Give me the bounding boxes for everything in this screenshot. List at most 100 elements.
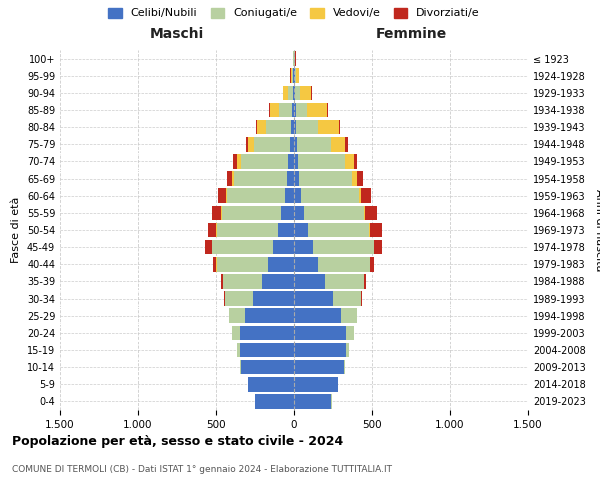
Bar <box>294 308 341 323</box>
Bar <box>232 326 240 340</box>
Bar <box>240 360 241 374</box>
Bar <box>273 240 294 254</box>
Bar <box>293 68 294 83</box>
Bar <box>292 68 293 83</box>
Bar <box>294 394 331 408</box>
Bar <box>294 120 296 134</box>
Bar <box>294 222 308 238</box>
Y-axis label: Fasce di età: Fasce di età <box>11 197 21 263</box>
Bar <box>292 102 294 118</box>
Bar <box>266 120 290 134</box>
Bar <box>205 240 212 254</box>
Bar <box>287 172 294 186</box>
Bar <box>307 102 327 118</box>
Bar <box>338 120 340 134</box>
Bar <box>296 120 319 134</box>
Bar <box>240 326 294 340</box>
Bar <box>227 188 285 203</box>
Bar <box>290 137 294 152</box>
Bar <box>295 86 300 100</box>
Bar <box>296 102 307 118</box>
Bar <box>240 342 294 357</box>
Bar <box>279 102 292 118</box>
Bar <box>241 154 288 168</box>
Bar <box>294 342 346 357</box>
Bar <box>294 102 296 118</box>
Bar <box>235 172 287 186</box>
Bar <box>278 222 294 238</box>
Bar <box>308 222 369 238</box>
Bar <box>319 257 370 272</box>
Bar <box>346 326 354 340</box>
Bar <box>295 68 296 83</box>
Bar <box>331 137 346 152</box>
Bar <box>224 292 225 306</box>
Bar <box>241 360 294 374</box>
Bar <box>212 240 273 254</box>
Bar <box>300 86 311 100</box>
Bar <box>212 206 221 220</box>
Bar <box>226 188 227 203</box>
Bar <box>361 188 371 203</box>
Bar <box>294 257 319 272</box>
Bar <box>268 257 294 272</box>
Bar <box>294 206 304 220</box>
Bar <box>269 102 279 118</box>
Bar <box>233 154 236 168</box>
Bar <box>359 188 361 203</box>
Legend: Celibi/Nubili, Coniugati/e, Vedovi/e, Divorziati/e: Celibi/Nubili, Coniugati/e, Vedovi/e, Di… <box>104 3 484 23</box>
Bar <box>294 326 346 340</box>
Bar <box>313 240 374 254</box>
Bar <box>222 206 281 220</box>
Bar <box>364 206 365 220</box>
Bar <box>281 206 294 220</box>
Bar <box>248 137 254 152</box>
Bar <box>319 120 338 134</box>
Bar <box>370 222 382 238</box>
Bar <box>294 86 295 100</box>
Bar <box>223 274 262 288</box>
Bar <box>221 274 223 288</box>
Bar <box>288 86 293 100</box>
Bar <box>257 120 266 134</box>
Bar <box>256 120 257 134</box>
Bar <box>237 342 240 357</box>
Bar <box>294 240 313 254</box>
Bar <box>208 222 216 238</box>
Bar <box>364 274 366 288</box>
Bar <box>255 394 294 408</box>
Bar <box>254 137 290 152</box>
Bar <box>365 206 377 220</box>
Bar <box>227 172 232 186</box>
Bar <box>291 68 292 83</box>
Bar <box>285 188 294 203</box>
Bar <box>262 274 294 288</box>
Bar <box>294 154 298 168</box>
Bar <box>294 68 295 83</box>
Bar <box>353 154 358 168</box>
Text: COMUNE DI TERMOLI (CB) - Dati ISTAT 1° gennaio 2024 - Elaborazione TUTTITALIA.IT: COMUNE DI TERMOLI (CB) - Dati ISTAT 1° g… <box>12 465 392 474</box>
Bar <box>297 137 331 152</box>
Bar <box>299 172 352 186</box>
Bar <box>301 188 359 203</box>
Bar <box>245 308 294 323</box>
Bar <box>214 257 217 272</box>
Bar <box>374 240 382 254</box>
Bar <box>217 257 268 272</box>
Text: Popolazione per età, sesso e stato civile - 2024: Popolazione per età, sesso e stato civil… <box>12 435 343 448</box>
Bar <box>232 172 235 186</box>
Text: Maschi: Maschi <box>150 28 204 42</box>
Bar <box>217 222 278 238</box>
Bar <box>221 206 222 220</box>
Bar <box>358 172 363 186</box>
Bar <box>294 172 299 186</box>
Bar <box>294 292 334 306</box>
Bar <box>294 274 325 288</box>
Bar <box>346 342 349 357</box>
Bar <box>294 137 297 152</box>
Bar <box>345 154 353 168</box>
Bar <box>294 377 338 392</box>
Text: Femmine: Femmine <box>376 28 446 42</box>
Bar <box>334 292 361 306</box>
Bar <box>361 292 362 306</box>
